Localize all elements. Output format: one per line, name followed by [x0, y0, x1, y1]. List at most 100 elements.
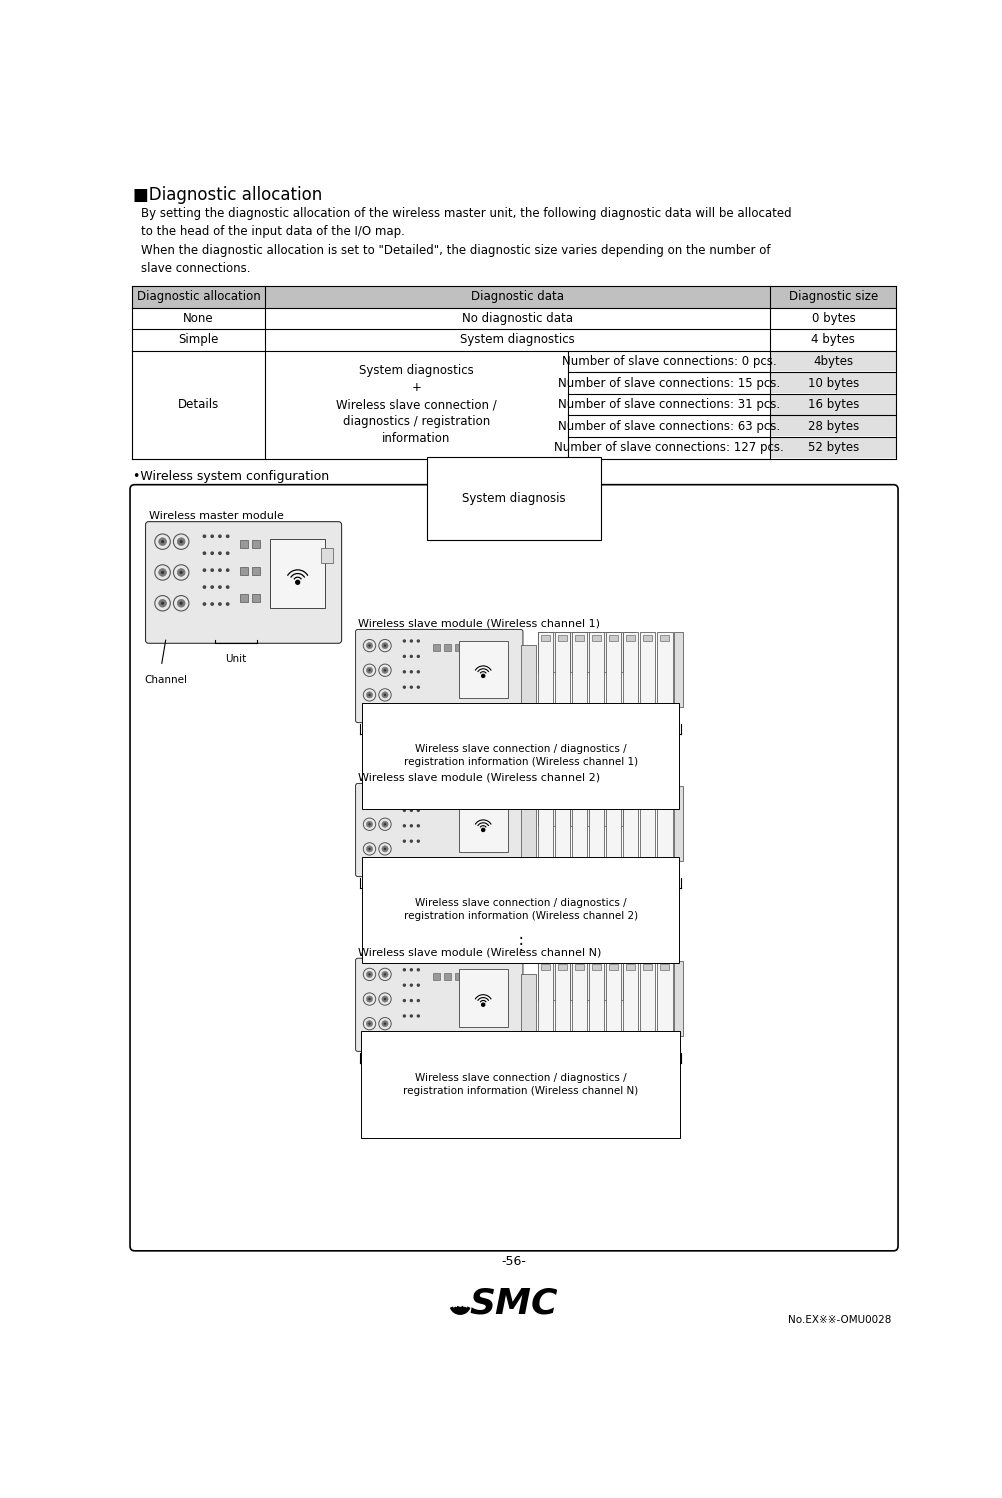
Bar: [656, 786, 672, 861]
Bar: [444, 644, 451, 652]
Circle shape: [203, 535, 205, 538]
Bar: [673, 786, 682, 861]
Bar: [537, 1032, 553, 1038]
Bar: [454, 972, 461, 980]
Text: Simple: Simple: [178, 334, 218, 346]
Circle shape: [382, 996, 388, 1002]
Circle shape: [226, 602, 228, 605]
Circle shape: [366, 971, 372, 978]
Bar: [571, 703, 587, 710]
Circle shape: [410, 840, 412, 842]
FancyBboxPatch shape: [145, 521, 342, 643]
Circle shape: [177, 569, 184, 577]
Circle shape: [410, 794, 412, 795]
Bar: [613, 632, 622, 671]
Bar: [770, 286, 896, 307]
Text: Wireless slave connection / diagnostics /
registration information (Wireless cha: Wireless slave connection / diagnostics …: [403, 899, 637, 921]
Circle shape: [177, 538, 184, 545]
FancyBboxPatch shape: [130, 485, 897, 1251]
Circle shape: [366, 667, 372, 673]
Text: 0 bytes: 0 bytes: [811, 312, 855, 325]
Bar: [537, 786, 546, 825]
Bar: [537, 703, 553, 710]
Circle shape: [410, 999, 412, 1002]
Circle shape: [161, 571, 164, 574]
Circle shape: [417, 640, 419, 643]
Bar: [605, 786, 621, 861]
Bar: [559, 632, 568, 671]
Circle shape: [218, 569, 220, 571]
Bar: [639, 857, 655, 863]
Bar: [622, 632, 638, 707]
Circle shape: [226, 569, 228, 571]
Bar: [624, 960, 633, 1001]
Bar: [624, 786, 633, 825]
Circle shape: [382, 643, 388, 649]
Bar: [554, 632, 570, 707]
Circle shape: [417, 686, 419, 688]
Text: Wireless slave connection / diagnostics /
registration information (Wireless cha: Wireless slave connection / diagnostics …: [403, 745, 637, 767]
Circle shape: [382, 846, 388, 852]
Circle shape: [417, 794, 419, 795]
Circle shape: [368, 822, 371, 825]
Circle shape: [161, 602, 164, 605]
Bar: [253, 595, 260, 602]
Bar: [548, 632, 557, 671]
Bar: [656, 960, 672, 1035]
Circle shape: [403, 1016, 405, 1017]
Bar: [458, 794, 507, 852]
Bar: [433, 798, 440, 804]
Bar: [520, 974, 536, 1035]
Circle shape: [382, 692, 388, 698]
Bar: [771, 373, 895, 392]
Bar: [588, 960, 604, 1035]
Bar: [571, 960, 587, 1035]
Circle shape: [384, 694, 386, 697]
Circle shape: [403, 671, 405, 673]
Bar: [270, 539, 325, 608]
Bar: [656, 857, 672, 863]
Bar: [591, 963, 600, 969]
Circle shape: [384, 974, 386, 975]
Circle shape: [179, 571, 182, 574]
Circle shape: [403, 686, 405, 688]
Circle shape: [210, 569, 213, 571]
Circle shape: [384, 670, 386, 671]
Circle shape: [179, 602, 182, 605]
Bar: [253, 568, 260, 575]
Bar: [673, 632, 682, 707]
Text: Diagnostic size: Diagnostic size: [788, 291, 877, 303]
Bar: [458, 641, 507, 698]
Bar: [613, 786, 622, 825]
Bar: [771, 394, 895, 415]
FancyBboxPatch shape: [355, 629, 522, 722]
Bar: [605, 703, 621, 710]
Circle shape: [410, 671, 412, 673]
FancyBboxPatch shape: [355, 959, 522, 1052]
Bar: [574, 963, 583, 969]
Circle shape: [366, 643, 372, 649]
Circle shape: [410, 825, 412, 827]
Bar: [608, 963, 617, 969]
Text: System diagnostics: System diagnostics: [460, 334, 575, 346]
Circle shape: [403, 656, 405, 658]
Circle shape: [384, 644, 386, 647]
Circle shape: [417, 671, 419, 673]
FancyBboxPatch shape: [355, 783, 522, 876]
Text: -56-: -56-: [501, 1255, 526, 1269]
Text: No.EX※※-OMU0028: No.EX※※-OMU0028: [787, 1315, 890, 1324]
Bar: [537, 857, 553, 863]
Bar: [602, 960, 611, 1001]
Circle shape: [366, 821, 372, 827]
Text: Number of slave connections: 127 pcs.: Number of slave connections: 127 pcs.: [553, 442, 783, 454]
Circle shape: [410, 1016, 412, 1017]
Circle shape: [226, 535, 228, 538]
Bar: [622, 1032, 638, 1038]
Bar: [537, 632, 553, 707]
Bar: [444, 798, 451, 804]
Text: •Wireless system configuration: •Wireless system configuration: [133, 470, 329, 482]
Bar: [608, 635, 617, 641]
Text: Number of slave connections: 15 pcs.: Number of slave connections: 15 pcs.: [557, 376, 780, 389]
Bar: [580, 960, 590, 1001]
Circle shape: [161, 541, 164, 544]
